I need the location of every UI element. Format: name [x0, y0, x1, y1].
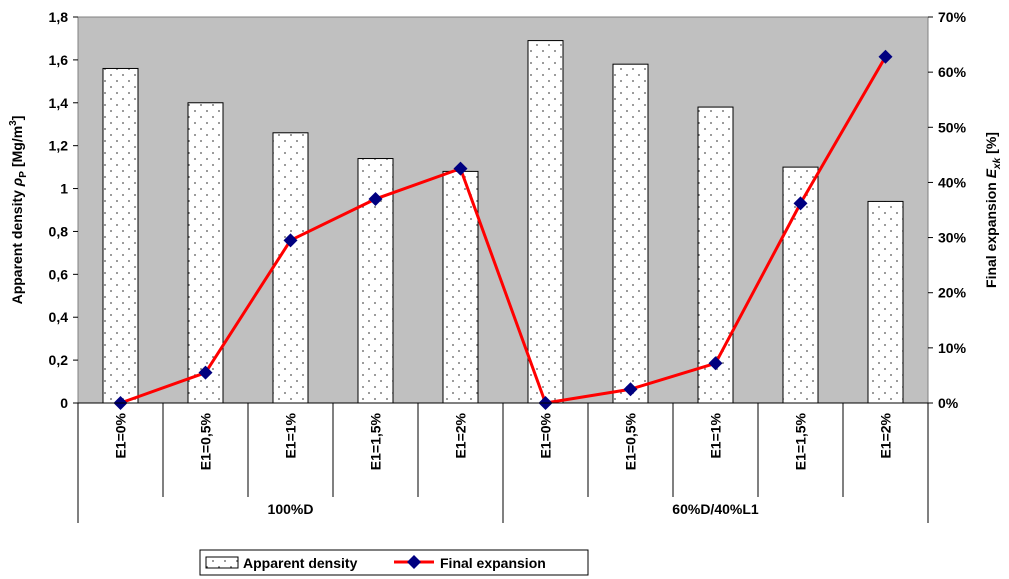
density-bar: [867, 200, 904, 404]
left-tick-label: 0: [60, 395, 68, 411]
expansion-line: [119, 55, 887, 405]
legend-bar-swatch: [205, 556, 239, 569]
density-bar: [612, 63, 649, 404]
density-bar: [442, 170, 479, 404]
expansion-point: [368, 191, 383, 206]
density-bar: [102, 67, 139, 404]
legend: Apparent density Final expansion: [199, 549, 589, 576]
left-tick-label: 1,2: [49, 138, 69, 154]
left-tick-label: 0,2: [49, 352, 69, 368]
density-bar: [527, 40, 564, 404]
bars-layer: [102, 40, 904, 404]
right-axis-title-unit: [%]: [983, 132, 999, 154]
density-bar: [187, 102, 224, 404]
left-axis-title-sup: 3: [8, 120, 19, 126]
density-bar: [272, 132, 309, 404]
group-label: 100%D: [268, 501, 314, 517]
left-axis-ticks: 0 0,2 0,4 0,6 0,8 1 1,2 1,4 1,6 1,8: [49, 9, 78, 411]
right-tick-label: 40%: [938, 174, 967, 190]
category-label: E1=1%: [708, 412, 724, 458]
right-tick-label: 0%: [938, 395, 959, 411]
right-tick-label: 30%: [938, 230, 967, 246]
left-axis-title-symbol: ρ: [9, 177, 25, 187]
left-axis-title-main: Apparent density: [9, 190, 25, 305]
left-axis-title-unit-post: ]: [9, 116, 25, 121]
right-tick-label: 50%: [938, 119, 967, 135]
category-label: E1=0%: [113, 412, 129, 458]
category-label: E1=2%: [453, 412, 469, 458]
legend-line-label: Final expansion: [440, 555, 546, 571]
right-axis-title-main: Final expansion: [983, 182, 999, 288]
category-label: E1=0,5%: [623, 412, 639, 470]
line-layer: [113, 49, 893, 410]
expansion-point: [793, 196, 808, 211]
left-axis-title: Apparent density ρP [Mg/m3]: [8, 116, 29, 305]
left-tick-label: 1,4: [49, 95, 69, 111]
left-tick-label: 0,8: [49, 223, 69, 239]
right-tick-label: 60%: [938, 64, 967, 80]
expansion-point: [453, 161, 468, 176]
expansion-point: [623, 382, 638, 397]
left-tick-label: 1,8: [49, 9, 69, 25]
expansion-point: [198, 365, 213, 380]
right-axis-ticks: 0% 10% 20% 30% 40% 50% 60% 70%: [928, 9, 967, 411]
category-label: E1=2%: [878, 412, 894, 458]
right-tick-label: 10%: [938, 340, 967, 356]
left-tick-label: 1,6: [49, 52, 69, 68]
category-label: E1=0,5%: [198, 412, 214, 470]
legend-bar-label: Apparent density: [243, 555, 358, 571]
right-axis-title: Final expansion Exk [%]: [983, 132, 1003, 288]
category-label: E1=0%: [538, 412, 554, 458]
left-tick-label: 1: [60, 181, 68, 197]
category-axis: E1=0% E1=0,5% E1=1% E1=1,5% E1=2% E1=0% E1=0,5…: [77, 402, 929, 523]
legend-marker-diamond: [407, 555, 421, 569]
left-axis-title-sub: P: [18, 171, 29, 178]
left-tick-label: 0,6: [49, 266, 69, 282]
category-label: E1=1%: [283, 412, 299, 458]
right-tick-label: 70%: [938, 9, 967, 25]
right-axis-title-sub: xk: [992, 157, 1003, 170]
left-tick-label: 0,4: [49, 309, 69, 325]
group-label: 60%D/40%L1: [672, 501, 759, 517]
left-axis-title-unit-pre: [Mg/m: [9, 126, 25, 167]
expansion-point: [283, 233, 298, 248]
category-label: E1=1,5%: [368, 412, 384, 470]
category-label: E1=1,5%: [793, 412, 809, 470]
right-axis-title-symbol: E: [983, 168, 999, 178]
expansion-point: [708, 356, 723, 371]
expansion-point: [878, 49, 893, 64]
right-tick-label: 20%: [938, 285, 967, 301]
